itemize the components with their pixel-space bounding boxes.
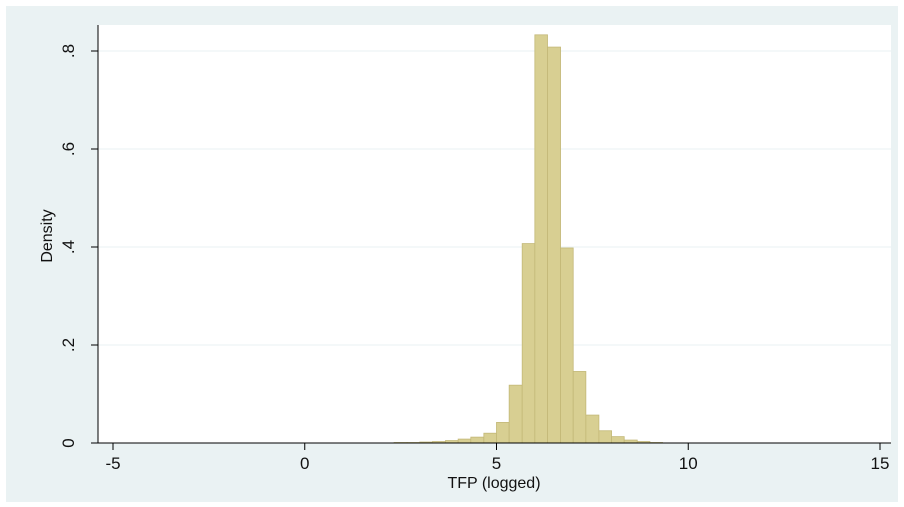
histogram-bars: [393, 34, 663, 444]
gridlines: [98, 50, 891, 346]
histogram-bar: [521, 243, 536, 444]
x-tick-label: -5: [105, 454, 120, 473]
histogram-bar: [598, 430, 612, 444]
y-axis-title: Density: [39, 209, 56, 262]
x-tick-label: 15: [871, 454, 890, 473]
y-tick-label: .4: [59, 240, 78, 254]
histogram-bar: [508, 384, 523, 444]
x-tick-label: 10: [679, 454, 698, 473]
histogram-bar: [483, 432, 497, 444]
plot-area: [98, 25, 891, 443]
x-tick-label: 0: [300, 454, 309, 473]
histogram-bar: [534, 34, 548, 444]
y-tick-label: .8: [59, 44, 78, 58]
histogram-bar: [611, 436, 625, 444]
histogram-bar: [470, 436, 485, 444]
histogram-bar: [572, 371, 587, 444]
x-tick-label: 5: [492, 454, 501, 473]
y-tick-label: .6: [59, 142, 78, 156]
y-tick-label: 0: [59, 438, 78, 447]
histogram-bar: [496, 422, 510, 444]
histogram-bar: [547, 46, 561, 444]
axes: 0 .2 .4 .6 .8 -5 0 5 10 15: [59, 25, 891, 473]
histogram-bar: [560, 247, 574, 444]
histogram-bar: [585, 414, 600, 444]
x-axis-title: TFP (logged): [447, 475, 540, 492]
y-tick-label: .2: [59, 338, 78, 352]
histogram-bar: [457, 438, 472, 444]
